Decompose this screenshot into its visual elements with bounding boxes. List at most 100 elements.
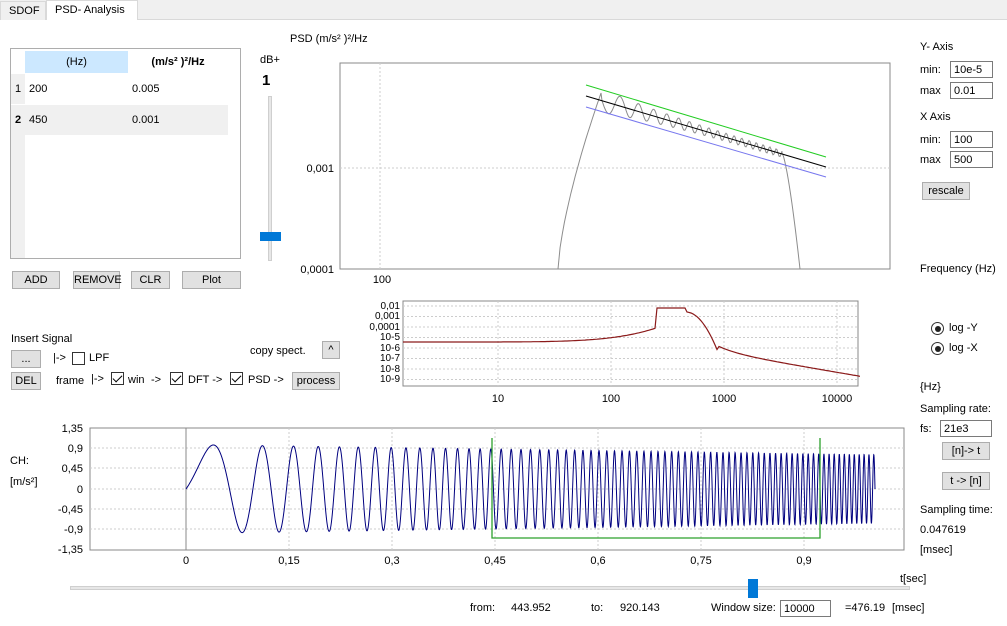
spectrum-chart: 0,01 0,001 0,0001 10-5 10-6 10-7 10-8 10… [369,300,860,405]
to-value: 920.143 [620,602,660,614]
arrow-label: |-> [91,373,104,385]
insert-signal-title: Insert Signal [11,333,73,345]
time-x-tick: 0,9 [796,555,811,567]
arrow-label: -> [151,374,162,386]
y-axis-title: Y- Axis [920,41,954,53]
psd-checkbox[interactable] [230,372,243,385]
tab-bar: SDOF PSD- Analysis [0,0,1007,21]
window-size-input[interactable] [780,600,831,617]
rescale-button[interactable]: rescale [922,182,970,200]
process-button[interactable]: process [292,372,340,390]
time-y-tick: 0 [77,484,83,496]
channel-label: CH: [10,455,29,467]
copy-spect-label: copy spect. [250,345,306,357]
x-min-input[interactable] [950,131,993,148]
spectrum-plot-area [402,300,859,387]
db-value: 1 [262,72,271,89]
copy-spect-button[interactable]: ^ [322,341,340,359]
tab-sdof-label: SDOF [9,5,40,17]
spectrum-y-tick: 10-8 [380,364,400,375]
spectrum-y-tick: 10-9 [380,374,400,385]
n-to-t-button[interactable]: [n]-> t [942,442,990,460]
db-label: dB+ [260,54,280,66]
t-to-n-button[interactable]: t -> [n] [942,472,990,490]
psd-chart: 0,001 0,0001 100 [300,62,891,285]
dft-checkbox[interactable] [170,372,183,385]
lpf-label: LPF [89,352,110,364]
x-max-input[interactable] [950,151,993,168]
time-slider-thumb[interactable] [748,579,758,598]
remove-button[interactable]: REMOVE [73,271,122,289]
psd-y-tick: 0,001 [306,163,334,175]
time-x-unit: t[sec] [900,573,927,585]
row-number: 1 [11,74,25,104]
time-x-tick: 0,6 [590,555,605,567]
y-min-input[interactable] [950,61,993,78]
db-slider-track[interactable] [268,96,272,261]
log-y-radio[interactable] [931,322,944,335]
del-button[interactable]: DEL [11,372,41,390]
x-axis-title: X Axis [920,111,951,123]
sampling-time-unit: [msec] [920,544,953,556]
table-cell-psd[interactable]: 0.005 [132,83,160,95]
time-y-tick: 0,9 [68,443,83,455]
time-plot-area [89,427,905,551]
hz-unit-label: {Hz} [920,381,941,393]
table-header-psd: (m/s² )²/Hz [151,56,205,68]
time-chart: 1,35 0,9 0,45 0 -0,45 -0,9 -1,35 0 0,15 … [58,423,905,567]
db-slider-thumb[interactable] [260,232,281,242]
window-duration-unit: [msec] [892,602,925,614]
y-max-label: max [920,85,941,97]
psd-input-table[interactable]: (Hz) (m/s² )²/Hz 1 200 0.005 2 450 0.001 [10,48,241,259]
win-checkbox[interactable] [111,372,124,385]
tab-psd-analysis-label: PSD- Analysis [55,4,125,16]
add-button[interactable]: ADD [12,271,60,289]
time-x-tick: 0,75 [690,555,711,567]
to-label: to: [591,602,604,614]
time-unit-label: [m/s²] [10,476,38,488]
psd-x-tick: 100 [373,274,391,285]
time-y-tick: -1,35 [58,544,83,556]
dft-label: DFT -> [188,374,223,386]
clr-button[interactable]: CLR [131,271,170,289]
table-cell-hz[interactable]: 450 [25,105,128,135]
x-max-label: max [920,154,941,166]
log-x-radio[interactable] [931,342,944,355]
window-size-label: Window size: [711,602,776,614]
spectrum-x-tick: 10 [492,393,504,405]
y-max-input[interactable] [950,82,993,99]
y-min-label: min: [920,64,941,76]
analysis-window-marker[interactable] [491,438,821,539]
lpf-checkbox[interactable] [72,352,85,365]
spectrum-x-tick: 10000 [822,393,853,405]
psd-y-tick: 0,0001 [300,264,334,276]
log-y-label: log -Y [949,322,978,334]
tab-sdof[interactable]: SDOF [0,1,46,20]
table-cell-psd[interactable]: 0.001 [128,105,228,135]
time-slider-track[interactable] [70,586,910,590]
table-cell-hz[interactable]: 200 [29,83,48,95]
psd-reference-line [585,95,827,168]
spectrum-y-tick: 0,001 [375,311,400,322]
spectrum-x-tick: 100 [602,393,620,405]
sampling-time-label: Sampling time: [920,504,993,516]
time-y-tick: 1,35 [62,423,83,435]
psd-upper-limit-line [585,84,827,158]
log-x-label: log -X [949,342,978,354]
spectrum-y-tick: 0,01 [381,301,401,312]
psd-chart-ylabel: PSD (m/s² )²/Hz [290,33,368,45]
plot-button[interactable]: Plot [182,271,241,289]
psd-lower-limit-line [585,106,827,178]
tab-psd-analysis[interactable]: PSD- Analysis [46,0,138,21]
spectrum-x-tick: 1000 [712,393,736,405]
browse-button[interactable]: ... [11,350,41,368]
time-x-tick: 0 [183,555,189,567]
row-number: 2 [11,105,25,135]
time-y-tick: 0,45 [62,463,83,475]
time-x-tick: 0,15 [278,555,299,567]
table-header-hz: (Hz) [25,51,128,73]
psd-plot-area [339,62,891,270]
fs-label: fs: [920,423,932,435]
window-duration: =476.19 [845,602,886,614]
fs-input[interactable] [940,420,992,437]
